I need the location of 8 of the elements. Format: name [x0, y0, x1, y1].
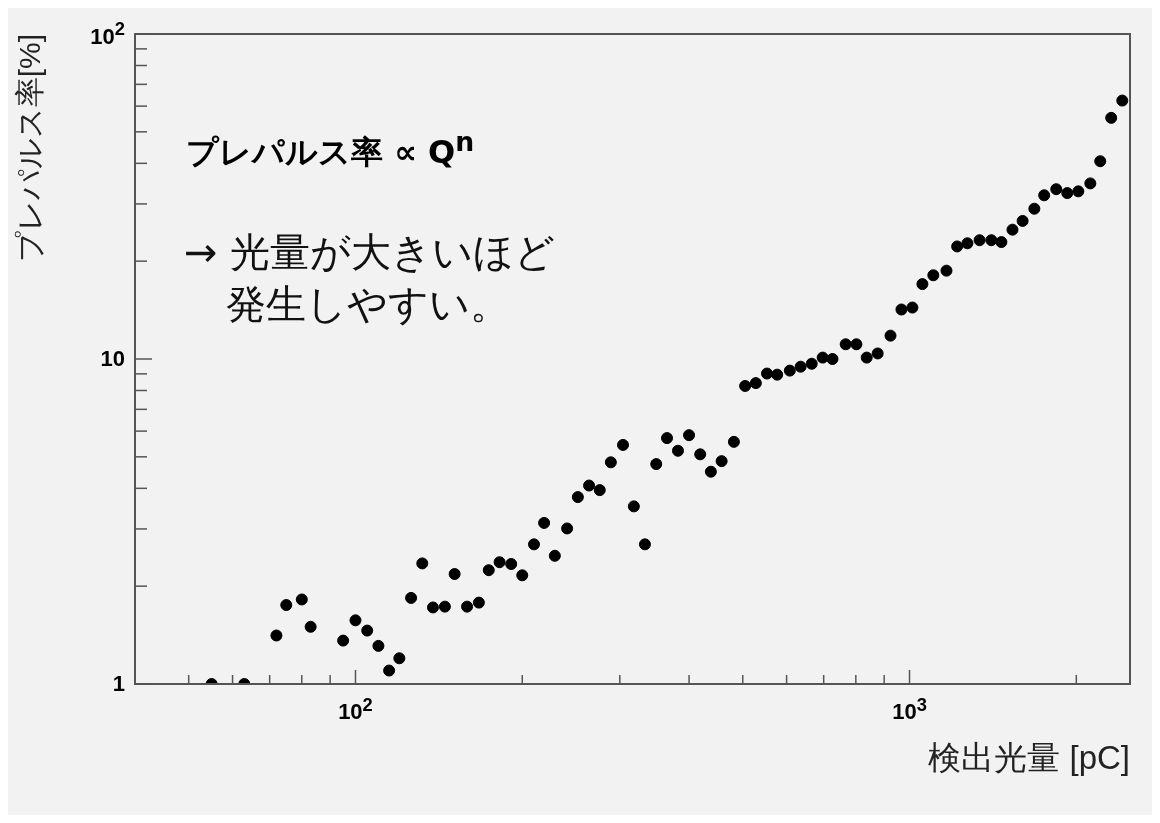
y-axis-title: プレパルス率[%]: [13, 34, 47, 263]
annotation: → 光量が大きいほど発生しやすい。: [184, 228, 557, 329]
y-tick-label: 10: [100, 346, 125, 371]
x-tick-label: 10$^{3}$: [892, 694, 927, 725]
y-tick-label: 1: [112, 671, 125, 696]
annotation: プレパルス率 ∝ Q$^{n}$: [186, 126, 475, 173]
x-axis-title: 検出光量 [pC]: [928, 739, 1130, 777]
y-tick-label: 10$^{2}$: [90, 18, 125, 49]
